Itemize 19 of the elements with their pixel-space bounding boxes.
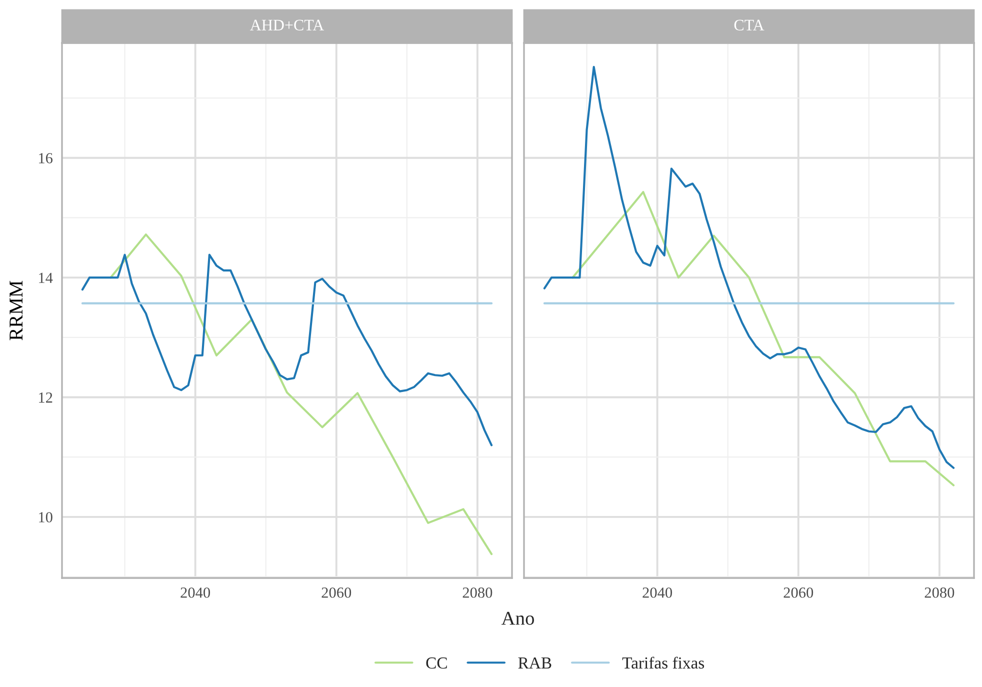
y-tick-label: 10 bbox=[39, 512, 52, 522]
y-tick-label: 14 bbox=[39, 272, 53, 283]
x-tick-label: 2040 bbox=[642, 587, 672, 598]
y-axis-title: RRMM bbox=[10, 280, 22, 340]
line-series bbox=[110, 233, 493, 556]
legend-label: Tarifas fixas bbox=[622, 656, 704, 669]
chart-title: CTA bbox=[734, 20, 764, 30]
legend-label: RAB bbox=[518, 657, 552, 668]
line-series bbox=[81, 254, 493, 446]
x-tick-label: 2060 bbox=[322, 587, 352, 598]
y-tick-label: 12 bbox=[39, 392, 52, 403]
x-tick-label: 2080 bbox=[924, 587, 954, 598]
chart-title: AHD+CTA bbox=[250, 20, 324, 30]
y-tick-label: 16 bbox=[39, 153, 53, 164]
x-tick-label: 2080 bbox=[462, 587, 492, 598]
x-tick-label: 2060 bbox=[784, 587, 814, 598]
x-axis-title: Ano bbox=[501, 612, 534, 625]
x-tick-label: 2040 bbox=[180, 587, 210, 598]
legend-label: CC bbox=[426, 657, 447, 669]
